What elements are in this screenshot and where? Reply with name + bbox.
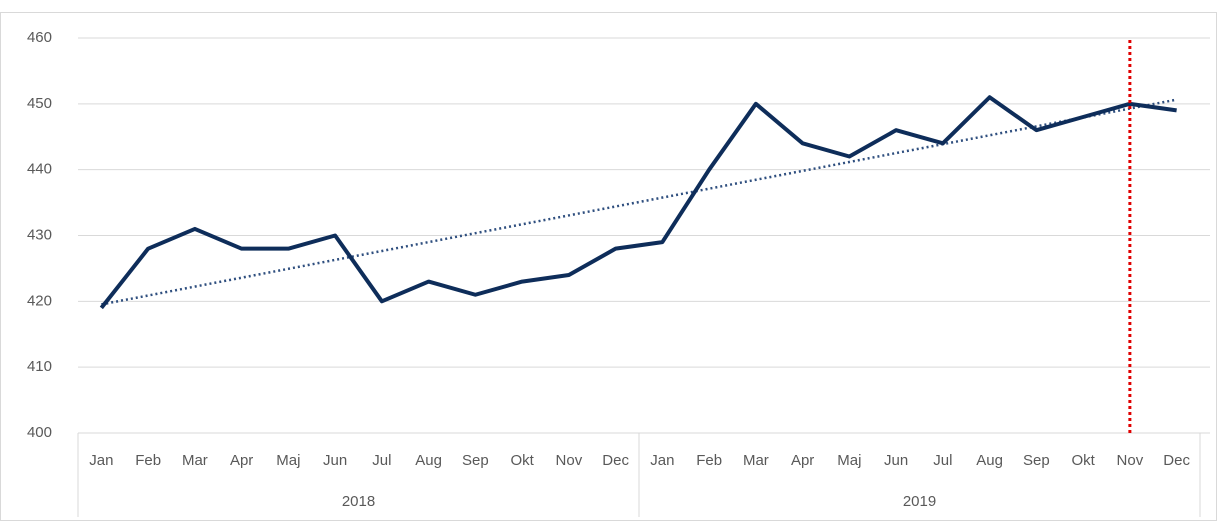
x-tick-label: Apr xyxy=(230,452,253,469)
x-tick-label: Aug xyxy=(415,452,442,469)
x-tick-label: Mar xyxy=(182,452,208,469)
x-tick-label: Apr xyxy=(791,452,814,469)
x-tick-label: Nov xyxy=(556,452,583,469)
y-tick-label: 430 xyxy=(27,226,52,243)
x-tick-label: Dec xyxy=(1163,452,1190,469)
x-tick-label: Feb xyxy=(135,452,161,469)
group-label: 2019 xyxy=(903,493,936,510)
y-tick-label: 410 xyxy=(27,358,52,375)
x-tick-label: Maj xyxy=(837,452,861,469)
x-tick-label: Nov xyxy=(1117,452,1144,469)
y-tick-label: 400 xyxy=(27,424,52,441)
x-tick-label: Sep xyxy=(1023,452,1050,469)
y-tick-label: 460 xyxy=(27,29,52,46)
x-tick-label: Jul xyxy=(933,452,952,469)
y-tick-label: 440 xyxy=(27,161,52,178)
y-tick-label: 450 xyxy=(27,95,52,112)
x-tick-label: Mar xyxy=(743,452,769,469)
chart-frame xyxy=(0,12,1217,521)
y-tick-label: 420 xyxy=(27,292,52,309)
x-tick-label: Okt xyxy=(1071,452,1095,469)
x-tick-label: Jan xyxy=(650,452,674,469)
x-tick-label: Jul xyxy=(372,452,391,469)
x-tick-label: Okt xyxy=(510,452,534,469)
line-series xyxy=(99,95,1177,310)
x-tick-label: Jan xyxy=(89,452,113,469)
group-label: 2018 xyxy=(342,493,375,510)
x-tick-label: Sep xyxy=(462,452,489,469)
x-tick-label: Maj xyxy=(276,452,300,469)
x-tick-label: Aug xyxy=(976,452,1003,469)
x-tick-label: Dec xyxy=(602,452,629,469)
x-tick-label: Jun xyxy=(884,452,908,469)
x-tick-label: Feb xyxy=(696,452,722,469)
x-tick-label: Jun xyxy=(323,452,347,469)
